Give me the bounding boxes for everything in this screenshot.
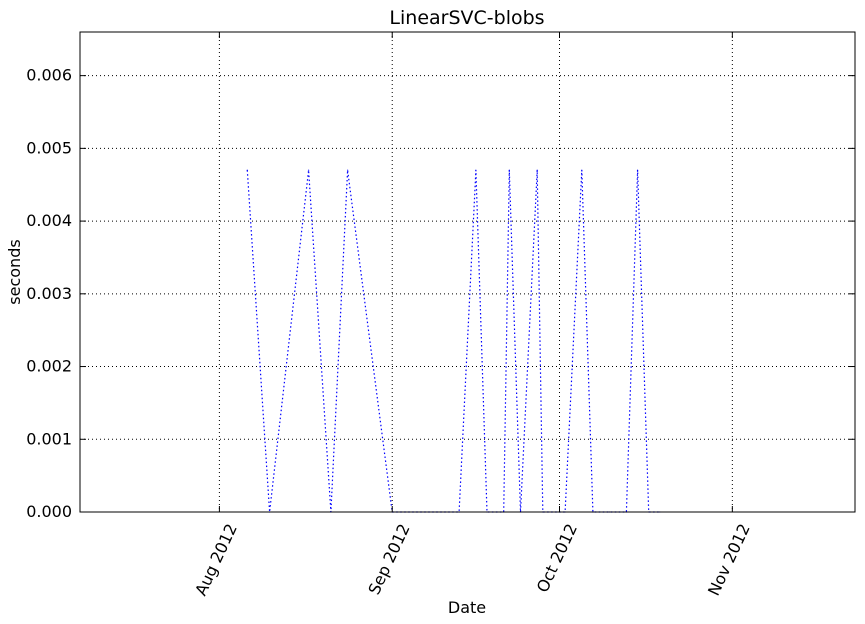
grid — [80, 32, 855, 512]
x-tick-label: Oct 2012 — [533, 521, 581, 596]
data-point — [636, 169, 639, 171]
x-tick-label: Nov 2012 — [704, 521, 754, 599]
series-line — [246, 170, 660, 513]
x-tick-label: Sep 2012 — [364, 521, 413, 598]
y-tick-label: 0.006 — [26, 66, 72, 85]
data-point — [246, 169, 248, 171]
data-point — [475, 169, 477, 171]
data-point — [347, 169, 349, 171]
chart-title: LinearSVC-blobs — [389, 7, 544, 29]
y-tick-label: 0.001 — [26, 429, 72, 448]
data-point — [508, 169, 510, 171]
x-tick-label: Aug 2012 — [191, 521, 241, 599]
y-axis-label: seconds — [5, 239, 24, 304]
y-tick-label: 0.004 — [26, 211, 72, 230]
ticks: 0.000 0.001 0.002 0.003 0.004 0.005 0.006 Aug 2… — [26, 32, 855, 599]
y-tick-label: 0.002 — [26, 357, 72, 376]
data-point — [581, 169, 583, 171]
data-point — [536, 169, 538, 171]
y-tick-label: 0.000 — [26, 502, 72, 521]
x-axis-label: Date — [448, 598, 486, 617]
data-point — [307, 169, 310, 171]
y-tick-label: 0.005 — [26, 138, 72, 157]
y-tick-label: 0.003 — [26, 284, 72, 303]
plot-frame — [79, 31, 856, 513]
